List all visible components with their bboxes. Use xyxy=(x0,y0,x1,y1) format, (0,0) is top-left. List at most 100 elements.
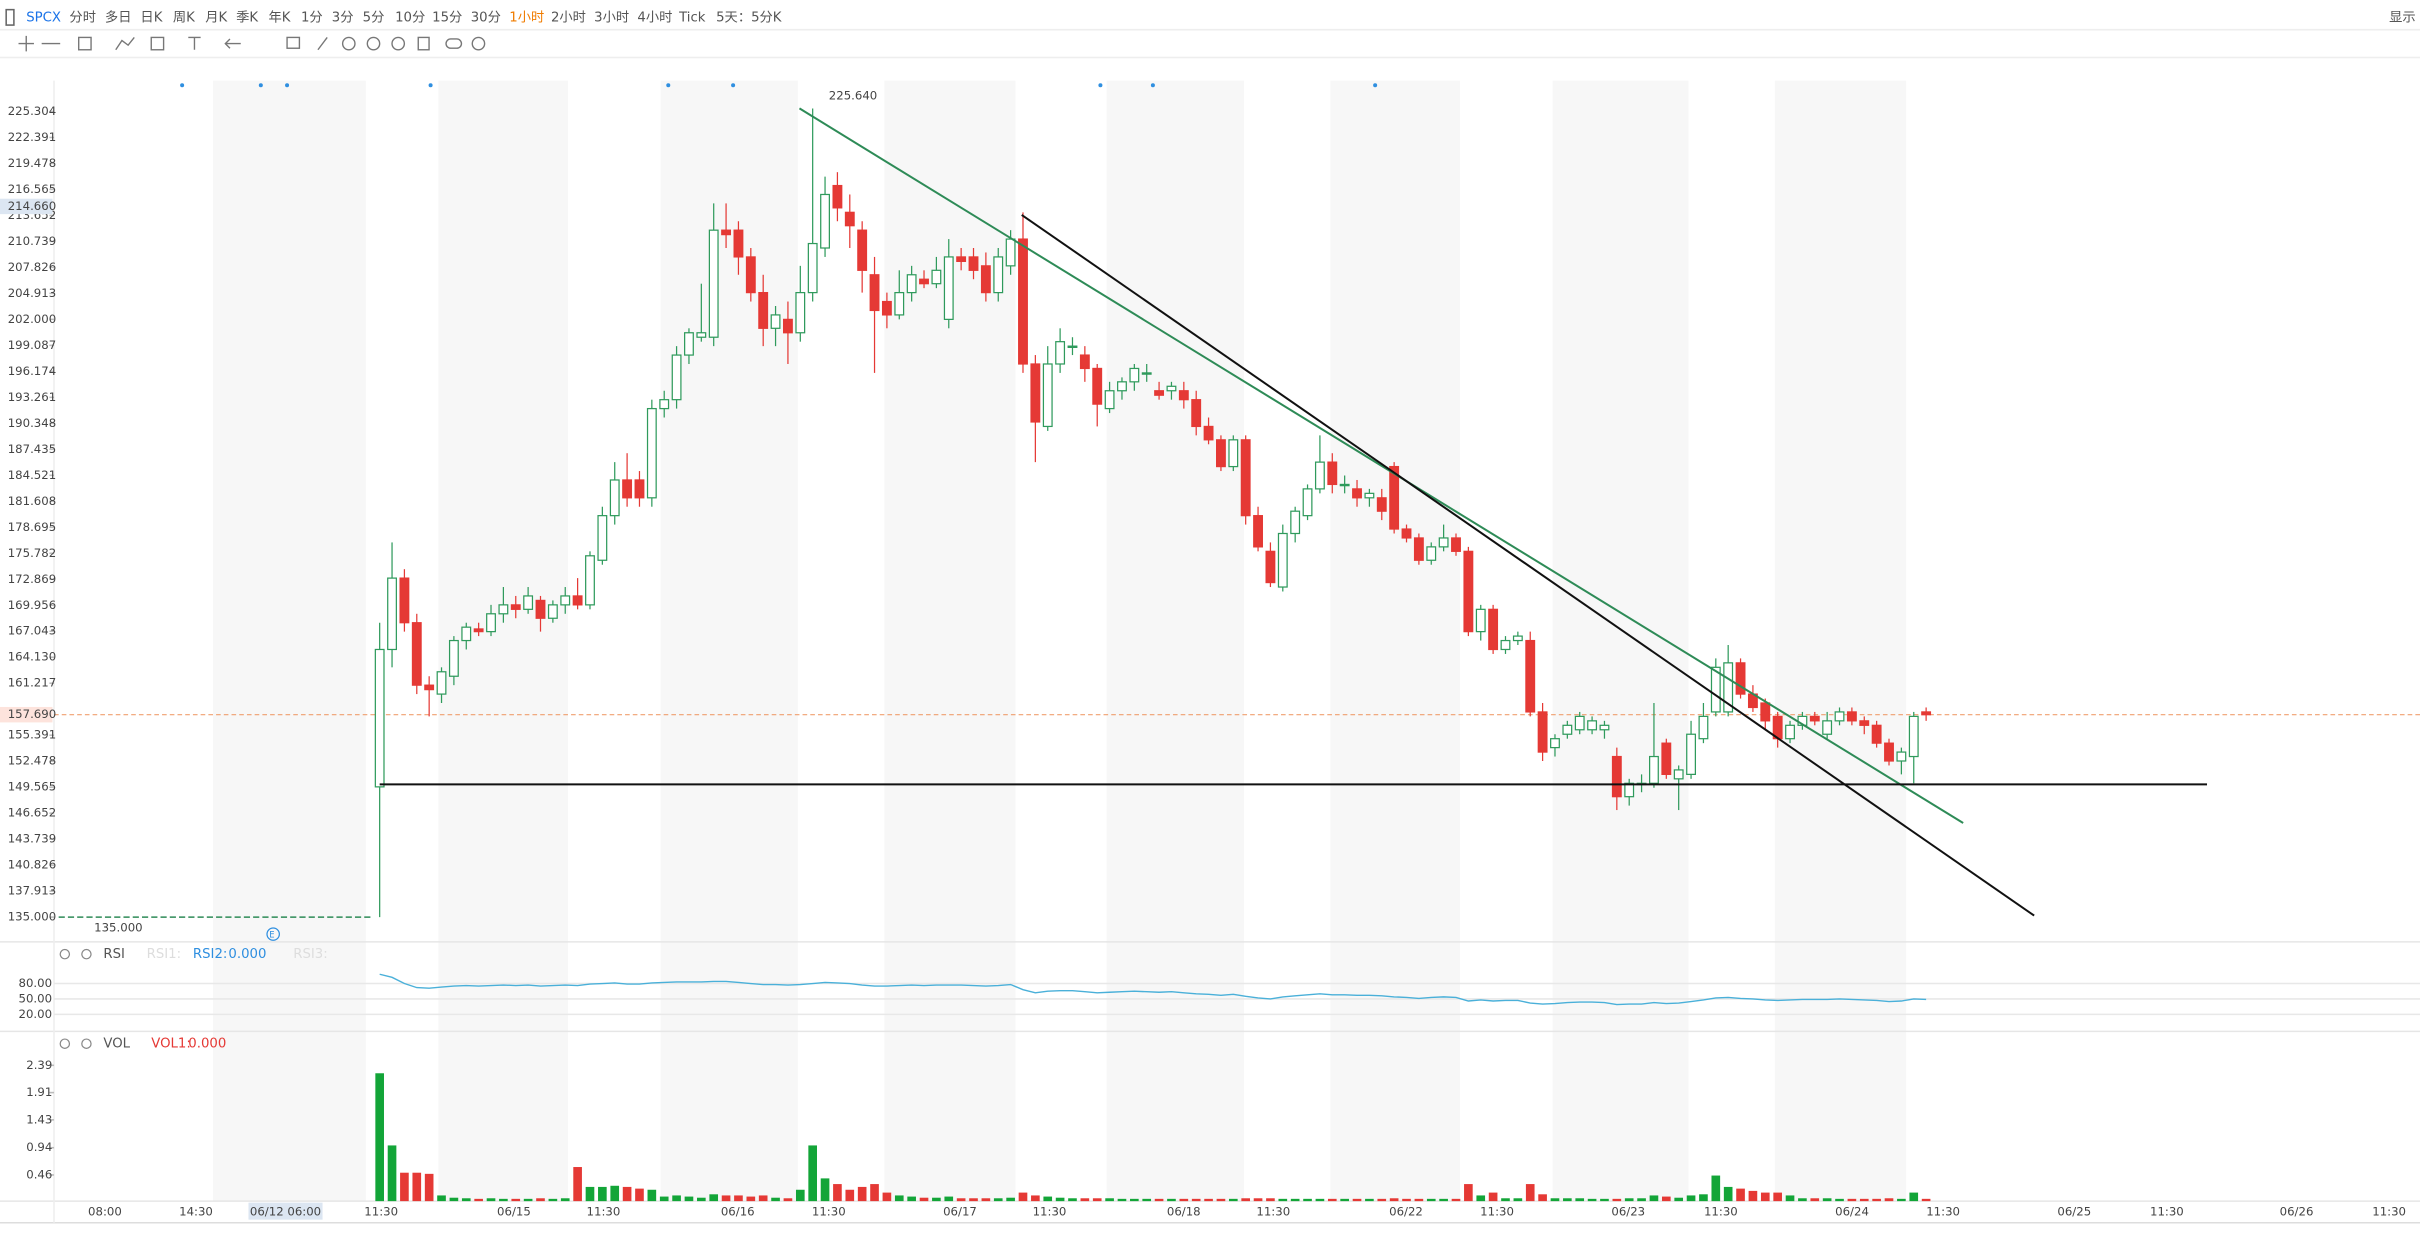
settings-icon[interactable] xyxy=(59,1038,71,1049)
delete-tool[interactable] xyxy=(417,36,430,51)
volume-bar xyxy=(1080,1198,1090,1202)
trend-tool[interactable] xyxy=(115,36,135,51)
candle-body xyxy=(547,604,558,619)
period-button[interactable]: 4小时 xyxy=(637,9,672,25)
day-band xyxy=(1330,80,1461,1202)
sidebar-toggle[interactable] xyxy=(5,8,15,26)
y-tick-label: 202.000 xyxy=(8,312,56,326)
x-tick-label: 11:30 xyxy=(364,1204,398,1218)
event-dot[interactable] xyxy=(1373,83,1378,88)
settings-icon[interactable] xyxy=(59,948,71,960)
text-line-tool[interactable] xyxy=(188,36,201,50)
display-button[interactable]: 显示 xyxy=(2389,10,2416,25)
lock-tool[interactable] xyxy=(366,36,381,51)
candle-body xyxy=(1290,510,1301,535)
volume-bar xyxy=(870,1184,879,1202)
candle-body xyxy=(1512,635,1523,642)
event-dot[interactable] xyxy=(180,83,185,88)
event-dot[interactable] xyxy=(285,83,290,88)
low-annotation: 135.000 xyxy=(94,920,142,934)
candle-body xyxy=(795,291,806,334)
candle-body xyxy=(1339,483,1350,487)
magnet-tool[interactable] xyxy=(341,36,356,51)
volume-bar xyxy=(1191,1198,1201,1202)
hide-tool[interactable] xyxy=(391,36,406,51)
shape-tool[interactable] xyxy=(78,36,92,51)
period-button[interactable]: 季K xyxy=(236,9,258,25)
period-button[interactable]: 5分 xyxy=(363,9,385,25)
period-button[interactable]: 2小时 xyxy=(551,9,586,25)
y-tick-label: 175.782 xyxy=(8,546,56,560)
event-dot[interactable] xyxy=(1098,83,1103,88)
volume-bar xyxy=(1847,1198,1857,1202)
candle-body xyxy=(523,595,534,610)
arrow-tool[interactable] xyxy=(224,38,241,49)
range-selector[interactable]: 5天：5分K xyxy=(716,9,782,25)
period-button[interactable]: 年K xyxy=(269,9,291,25)
ruler-tool[interactable] xyxy=(317,37,328,51)
period-button[interactable]: 3小时 xyxy=(594,9,629,25)
event-dot[interactable] xyxy=(1150,83,1155,88)
candle-body xyxy=(1364,492,1375,499)
period-button[interactable]: 日K xyxy=(140,10,162,25)
period-button[interactable]: Tick xyxy=(678,10,706,25)
link-tool[interactable] xyxy=(445,38,463,49)
symbol[interactable]: SPCX xyxy=(26,10,61,25)
trendline-black[interactable] xyxy=(1021,214,2035,917)
candle-body xyxy=(1117,381,1127,392)
event-icon[interactable] xyxy=(266,927,280,941)
y-tick-label: 135.000 xyxy=(8,910,56,924)
x-tick-label: 06/26 xyxy=(2280,1204,2314,1218)
candle-body xyxy=(1277,532,1288,588)
event-dot[interactable] xyxy=(258,83,263,88)
candle-body xyxy=(956,256,967,263)
y-tick-label: 0.94 xyxy=(26,1140,52,1154)
volume-bar xyxy=(437,1195,446,1202)
crosshair-label: 214.660 xyxy=(8,199,56,213)
candle-body xyxy=(758,291,769,329)
candle-body xyxy=(1686,733,1697,775)
candle-body xyxy=(585,555,595,606)
candle-body xyxy=(869,274,880,312)
settings-tool[interactable] xyxy=(471,36,486,51)
volume-bar xyxy=(1340,1198,1349,1202)
x-tick-label: 06/25 xyxy=(2057,1204,2091,1218)
candle-body xyxy=(1154,390,1165,396)
move-tool[interactable] xyxy=(18,35,34,52)
candle-body xyxy=(1908,715,1919,758)
volume-bar xyxy=(585,1186,595,1202)
x-tick-label: 11:30 xyxy=(587,1204,621,1218)
period-button[interactable]: 1分 xyxy=(301,9,323,25)
close-icon[interactable] xyxy=(81,1038,92,1049)
event-dot[interactable] xyxy=(666,83,671,88)
high-annotation: 225.640 xyxy=(829,89,877,103)
candle-body xyxy=(745,256,756,294)
close-icon[interactable] xyxy=(81,948,92,960)
candle-body xyxy=(968,256,979,271)
volume-bar xyxy=(1216,1198,1226,1202)
event-dot[interactable] xyxy=(731,83,736,88)
note-tool[interactable] xyxy=(286,36,301,49)
y-tick-label: 190.348 xyxy=(8,416,56,430)
period-button[interactable]: 多日 xyxy=(105,8,132,25)
period-button[interactable]: 分时 xyxy=(69,9,96,25)
period-button[interactable]: 10分 xyxy=(395,9,425,25)
y-tick-label: 155.391 xyxy=(8,728,56,742)
period-button[interactable]: 周K xyxy=(173,10,195,25)
period-button[interactable]: 15分 xyxy=(432,9,462,25)
fib-tool[interactable] xyxy=(150,36,165,51)
period-button[interactable]: 30分 xyxy=(471,9,501,25)
trendline-green[interactable] xyxy=(798,107,1964,824)
candle-body xyxy=(1413,537,1424,561)
period-button[interactable]: 3分 xyxy=(332,9,354,25)
candle-body xyxy=(659,399,670,410)
period-button[interactable]: 月K xyxy=(205,10,227,25)
x-tick-label: 06/12 06:00 xyxy=(250,1204,321,1218)
candle-body xyxy=(1760,702,1771,722)
event-dot[interactable] xyxy=(428,83,433,88)
period-button[interactable]: 1小时 xyxy=(509,9,544,25)
candle-body xyxy=(684,332,694,356)
volume-bar xyxy=(1488,1192,1498,1202)
volume-bar xyxy=(659,1196,669,1202)
